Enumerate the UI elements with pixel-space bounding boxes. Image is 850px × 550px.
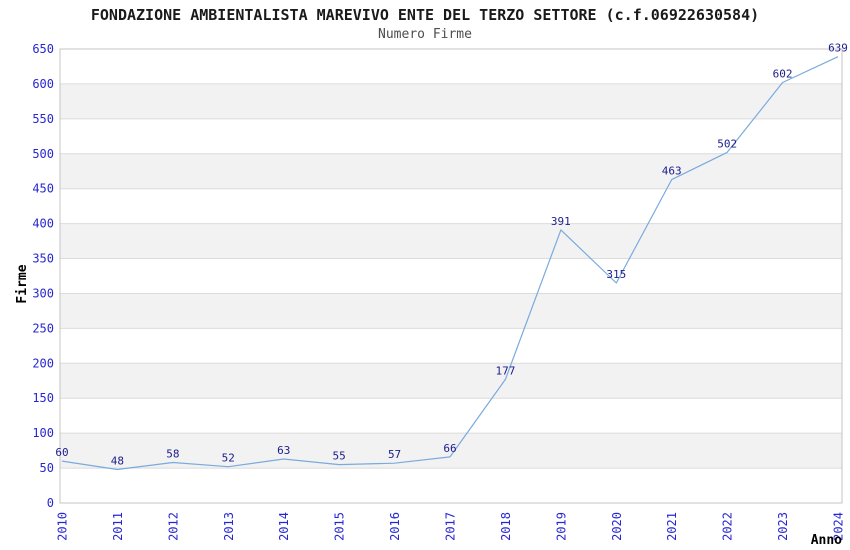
y-tick-label: 250 <box>32 321 54 335</box>
y-tick-label: 150 <box>32 391 54 405</box>
point-label: 602 <box>773 68 793 81</box>
x-tick-label: 2021 <box>665 512 679 541</box>
chart-subtitle: Numero Firme <box>378 27 472 42</box>
y-tick-label: 450 <box>32 182 54 196</box>
point-label: 463 <box>662 165 682 178</box>
x-tick-label: 2015 <box>333 512 347 541</box>
chart-band <box>60 49 842 84</box>
point-label: 177 <box>495 364 515 377</box>
chart-band <box>60 118 842 154</box>
chart-title: FONDAZIONE AMBIENTALISTA MAREVIVO ENTE D… <box>90 6 760 24</box>
x-tick-label: 2010 <box>56 512 70 541</box>
chart-band <box>60 188 842 224</box>
y-tick-label: 0 <box>47 496 54 510</box>
x-tick-label: 2014 <box>277 512 291 541</box>
point-label: 60 <box>55 446 68 459</box>
x-tick-label: 2012 <box>166 512 180 541</box>
point-label: 58 <box>166 447 179 460</box>
chart-band <box>60 223 842 259</box>
point-label: 57 <box>388 448 401 461</box>
y-tick-label: 600 <box>32 77 54 91</box>
y-tick-label: 50 <box>40 461 54 475</box>
x-tick-label: 2017 <box>444 512 458 541</box>
x-tick-label: 2018 <box>499 512 513 541</box>
chart-band <box>60 153 842 189</box>
y-tick-label: 200 <box>32 356 54 370</box>
y-tick-label: 650 <box>32 42 54 56</box>
chart-band <box>60 83 842 119</box>
y-tick-label: 300 <box>32 286 54 300</box>
x-tick-label: 2023 <box>776 512 790 541</box>
chart-band <box>60 433 842 469</box>
point-label: 502 <box>717 137 737 150</box>
y-tick-label: 500 <box>32 147 54 161</box>
point-label: 391 <box>551 215 571 228</box>
x-tick-label: 2016 <box>388 512 402 541</box>
y-axis-label: Firme <box>15 264 30 303</box>
x-tick-label: 2020 <box>610 512 624 541</box>
chart-band <box>60 363 842 399</box>
point-label: 315 <box>606 268 626 281</box>
chart-band <box>60 398 842 434</box>
x-axis-label: Anno <box>811 533 842 548</box>
series-line <box>61 56 839 471</box>
chart-band <box>60 328 842 364</box>
point-label: 66 <box>443 442 456 455</box>
chart-band <box>60 293 842 329</box>
point-label: 639 <box>828 42 848 55</box>
x-tick-label: 2022 <box>721 512 735 541</box>
y-tick-label: 550 <box>32 112 54 126</box>
point-label: 52 <box>222 452 235 465</box>
x-tick-label: 2013 <box>222 512 236 541</box>
point-label: 48 <box>111 454 124 467</box>
x-tick-label: 2024 <box>832 512 846 541</box>
chart-band <box>60 468 842 503</box>
point-label: 55 <box>333 450 346 463</box>
chart-band <box>60 258 842 294</box>
y-tick-label: 350 <box>32 252 54 266</box>
y-tick-label: 100 <box>32 426 54 440</box>
point-label: 63 <box>277 444 290 457</box>
x-tick-label: 2019 <box>554 512 568 541</box>
x-tick-label: 2011 <box>111 512 125 541</box>
y-tick-label: 400 <box>32 217 54 231</box>
plot-border <box>59 48 843 504</box>
